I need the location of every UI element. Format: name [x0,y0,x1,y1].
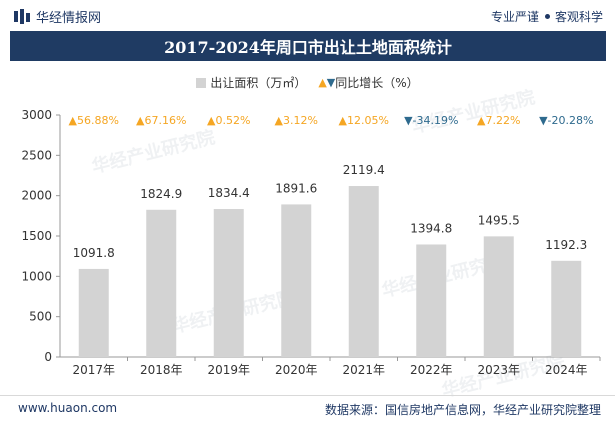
bar [146,209,177,357]
x-tick-label: 2024年 [545,363,588,377]
chart-legend: 出让面积（万㎡） ▲ ▼ 同比增长（%） [0,74,615,91]
chart-title-bar: 2017-2024年周口市出让土地面积统计 [10,31,606,61]
legend-swatch-area [196,77,207,88]
brand-name: 华经情报网 [36,11,102,26]
y-tick-label: 2500 [21,148,52,162]
bar [483,236,514,357]
bar [213,209,244,357]
brand-logo-icon [14,9,30,24]
bar-value-label: 1091.8 [73,246,115,260]
y-tick-label: 1000 [21,269,52,283]
bar-value-label: 1834.4 [208,186,250,200]
brand[interactable]: 华经情报网 [14,7,101,26]
growth-label: ▲56.88% [69,114,119,127]
bar-value-label: 1394.8 [410,221,452,235]
bar [416,244,447,357]
triangle-up-icon: ▲ [318,76,327,89]
growth-label: ▲0.52% [207,114,250,127]
y-tick-label: 2000 [21,189,52,203]
slogan: 专业严谨 客观科学 [491,8,603,25]
bar [551,260,582,357]
bar-value-label: 1824.9 [140,187,182,201]
x-tick-label: 2021年 [342,363,385,377]
bar-value-label: 1891.6 [275,181,317,195]
top-bar: 华经情报网 专业严谨 客观科学 [0,0,615,30]
footer-website[interactable]: www.huaon.com [18,401,118,415]
bar-value-label: 1495.5 [478,213,520,227]
x-tick-label: 2020年 [275,363,318,377]
legend-item-growth[interactable]: ▲ ▼ 同比增长（%） [318,74,418,91]
legend-label-growth: 同比增长（%） [335,76,419,90]
y-tick-label: 500 [29,310,52,324]
dot-separator-icon [544,14,550,19]
legend-item-area[interactable]: 出让面积（万㎡） [196,74,306,91]
bar-chart: 0 500 1000 1500 2000 2500 3000 1091.8 2017年 ▲56.8… [21,108,601,377]
growth-label: ▲12.05% [339,114,389,127]
x-tick-label: 2018年 [140,363,183,377]
bar [281,204,312,357]
slogan-right: 客观科学 [554,10,603,24]
chart-title: 2017-2024年周口市出让土地面积统计 [164,38,452,57]
y-tick-label: 1500 [21,229,52,243]
footer-divider [0,395,615,396]
bar-value-label: 1192.3 [545,238,587,252]
footer-source: 数据来源：国信房地产信息网，华经产业研究院整理 [324,403,601,417]
x-tick-label: 2022年 [410,363,453,377]
x-tick-label: 2017年 [72,363,115,377]
growth-label: ▼-34.19% [404,114,458,127]
growth-label: ▲7.22% [477,114,520,127]
growth-label: ▼-20.28% [539,114,593,127]
growth-label: ▲67.16% [136,114,186,127]
y-tick-label: 0 [44,350,52,364]
y-tick-label: 3000 [21,108,52,122]
growth-label: ▲3.12% [275,114,318,127]
bar [348,186,379,357]
bar-value-label: 2119.4 [343,163,385,177]
bar [78,268,109,357]
x-tick-label: 2019年 [207,363,250,377]
triangle-down-icon: ▼ [326,76,336,89]
slogan-left: 专业严谨 [490,10,539,24]
x-tick-label: 2023年 [477,363,520,377]
legend-label-area: 出让面积（万㎡） [210,76,307,90]
